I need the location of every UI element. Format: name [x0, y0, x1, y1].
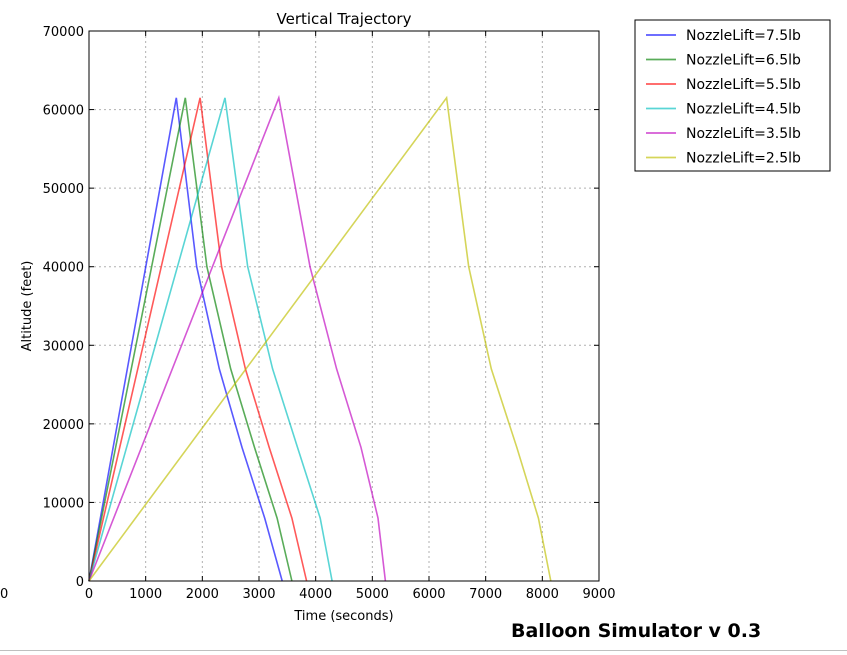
y-tick-label: 10000	[43, 496, 84, 511]
x-tick-label: 5000	[356, 587, 389, 602]
divider	[0, 650, 847, 651]
chart-title: Vertical Trajectory	[277, 10, 412, 28]
legend: NozzleLift=7.5lb NozzleLift=6.5lb NozzleLi…	[634, 19, 831, 172]
series-line-NozzleLift=4.5lb	[88, 97, 333, 582]
x-tick-label: 4000	[299, 587, 332, 602]
y-axis-title: Altitude (feet)	[20, 261, 35, 352]
x-tick-label: 2000	[186, 587, 219, 602]
legend-label: NozzleLift=4.5lb	[686, 102, 801, 118]
x-tick-label: 9000	[582, 587, 615, 602]
series-line-NozzleLift=7.5lb	[88, 97, 283, 582]
x-tick-label: 1000	[129, 587, 162, 602]
y-tick-label: 50000	[43, 182, 84, 197]
x-tick-label: 8000	[526, 587, 559, 602]
series-lines	[88, 94, 552, 582]
x-tick-label: 6000	[412, 587, 445, 602]
x-tick-label: 7000	[469, 587, 502, 602]
legend-label: NozzleLift=6.5lb	[686, 53, 801, 69]
legend-label: NozzleLift=5.5lb	[686, 77, 801, 93]
x-axis-title: Time (seconds)	[293, 609, 393, 624]
stray-zero-label: 0	[0, 587, 8, 602]
y-tick-label: 30000	[43, 339, 84, 354]
y-tick-label: 20000	[43, 418, 84, 433]
series-line-NozzleLift=6.5lb	[88, 97, 293, 582]
legend-box	[634, 19, 831, 172]
legend-label: NozzleLift=2.5lb	[686, 151, 801, 167]
series-line-NozzleLift=2.5lb	[88, 95, 552, 582]
y-tick-label: 0	[76, 575, 84, 590]
plot-area	[88, 30, 600, 582]
x-tick-label: 3000	[242, 587, 275, 602]
y-tick-label: 70000	[43, 25, 84, 40]
app-caption: Balloon Simulator v 0.3	[511, 620, 762, 642]
legend-label: NozzleLift=3.5lb	[686, 126, 801, 142]
grid	[89, 31, 599, 581]
axis-ticks: 0 1000 2000 3000 4000 5000 6000 7000 8000 9000 0 10…	[43, 25, 616, 602]
y-tick-label: 40000	[43, 261, 84, 276]
x-tick-label: 0	[85, 587, 93, 602]
legend-label: NozzleLift=7.5lb	[686, 28, 801, 44]
y-tick-label: 60000	[43, 104, 84, 119]
series-line-NozzleLift=3.5lb	[88, 94, 387, 582]
